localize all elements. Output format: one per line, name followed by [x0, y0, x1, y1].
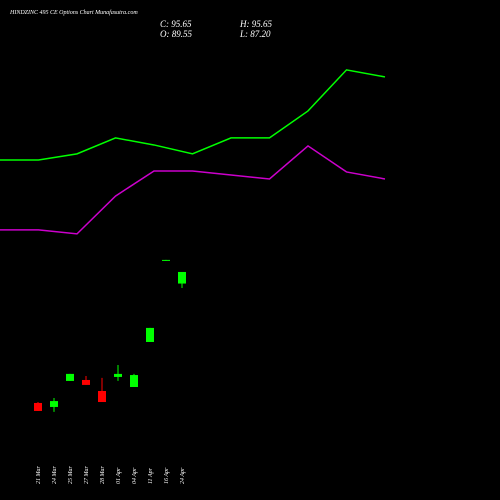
candle-body: [66, 373, 74, 381]
readout-open: O: 89.55: [160, 29, 192, 39]
x-tick-label: 21 Mar: [36, 466, 42, 484]
x-tick-label: 25 Mar: [68, 466, 74, 484]
candle-body: [130, 375, 138, 388]
x-tick-label: 11 Apr: [148, 467, 154, 484]
indicator-line: [0, 144, 386, 235]
x-tick-label: 27 Mar: [84, 466, 90, 484]
candle-body: [146, 327, 154, 342]
x-tick-label: 28 Mar: [100, 466, 106, 484]
candle-body: [34, 402, 42, 411]
x-tick-label: 24 Mar: [51, 466, 58, 484]
candle-body: [82, 379, 90, 385]
candle-body: [50, 401, 58, 407]
readout-low: L: 87.20: [239, 29, 271, 39]
indicator-line: [0, 69, 386, 161]
readout-close: C: 95.65: [160, 19, 192, 29]
candle-body: [114, 373, 122, 377]
x-tick-label: 04 Apr: [131, 467, 138, 484]
chart-title: HINDZINC 495 CE Options Chart Munafasutr…: [9, 9, 138, 16]
candle-body: [162, 259, 170, 261]
x-tick-label: 16 Apr: [164, 467, 170, 484]
candle-body: [98, 391, 106, 403]
x-tick-label: 24 Apr: [179, 467, 186, 484]
candle-body: [178, 271, 186, 284]
x-tick-label: 01 Apr: [116, 467, 122, 484]
readout-high: H: 95.65: [239, 19, 272, 29]
